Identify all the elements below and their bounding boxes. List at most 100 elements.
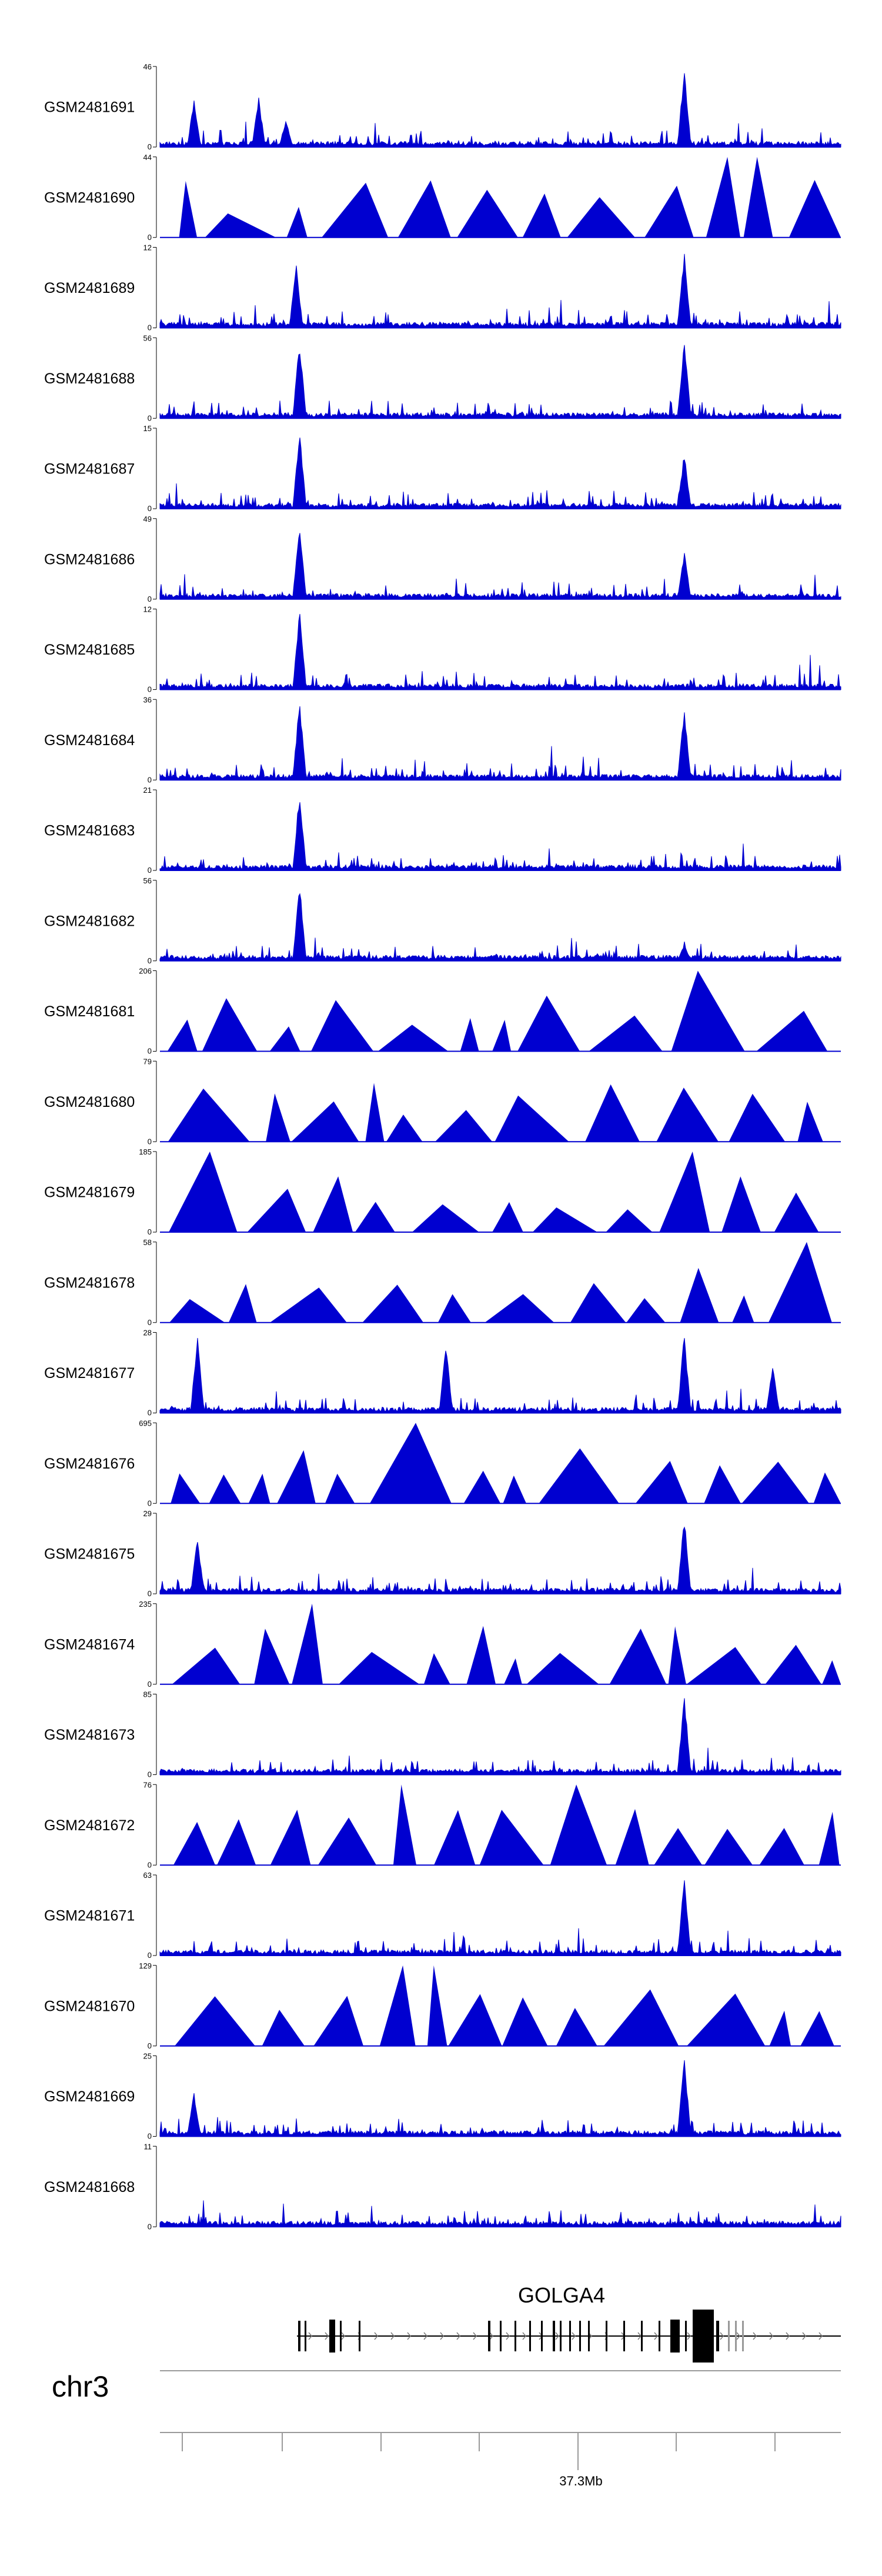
track-label: GSM2481675	[44, 1546, 135, 1563]
y-min-label: 0	[148, 1951, 152, 1960]
coverage-triangle	[205, 213, 276, 238]
gene-exon	[670, 2320, 680, 2353]
signal-area	[159, 1338, 841, 1413]
track-label: GSM2481686	[44, 551, 135, 568]
y-min-label: 0	[148, 1680, 152, 1689]
y-max-label: 85	[143, 1690, 152, 1699]
track-GSM2481669: GSM2481669 25 0	[44, 2052, 841, 2141]
gene-exon	[500, 2321, 502, 2351]
y-min-label: 0	[148, 413, 152, 422]
coverage-triangle	[437, 1294, 471, 1323]
track-GSM2481688: GSM2481688 56 0	[44, 333, 841, 422]
coverage-triangle	[457, 189, 518, 238]
track-label: GSM2481674	[44, 1636, 135, 1653]
strand-arrow	[407, 2332, 411, 2340]
coverage-triangle	[228, 1284, 257, 1323]
coverage-triangle	[671, 970, 745, 1052]
coverage-triangle	[704, 1828, 753, 1866]
signal-area	[159, 2060, 841, 2137]
coverage-triangle	[800, 2011, 834, 2046]
track-label: GSM2481672	[44, 1817, 135, 1834]
y-min-label: 0	[148, 1137, 152, 1146]
coverage-triangle	[262, 2010, 305, 2046]
signal-area	[159, 438, 841, 509]
coverage-triangle	[756, 1010, 828, 1052]
gene-exon	[606, 2321, 607, 2351]
track-label: GSM2481689	[44, 280, 135, 296]
track-label: GSM2481683	[44, 823, 135, 839]
y-min-label: 0	[148, 595, 152, 603]
y-max-label: 76	[143, 1780, 152, 1789]
coverage-triangle	[423, 1653, 450, 1684]
coverage-triangle	[609, 1629, 667, 1684]
coverage-triangle	[741, 1461, 809, 1504]
coverage-triangle	[270, 1287, 347, 1323]
strand-arrow	[769, 2332, 773, 2340]
coverage-triangle	[729, 1093, 786, 1142]
coverage-triangle	[813, 1472, 841, 1504]
coverage-triangle	[743, 156, 773, 238]
coverage-triangle	[732, 1295, 754, 1323]
coverage-triangle	[217, 1819, 256, 1866]
signal-area	[159, 706, 841, 780]
track-GSM2481676: GSM2481676 695 0	[44, 1419, 841, 1507]
coverage-triangle	[570, 1283, 626, 1323]
coverage-triangle	[313, 1996, 363, 2046]
coverage-triangle	[247, 1189, 306, 1232]
coverage-triangle	[393, 1784, 416, 1866]
coverage-triangle	[179, 181, 198, 238]
strand-arrow	[374, 2332, 378, 2340]
strand-arrow	[753, 2332, 757, 2340]
gene-exon	[514, 2321, 516, 2351]
strand-arrow	[473, 2332, 477, 2340]
track-GSM2481671: GSM2481671 63 0	[44, 1871, 841, 1960]
strand-arrow	[325, 2332, 329, 2340]
coverage-triangle	[589, 1015, 663, 1052]
y-max-label: 695	[139, 1419, 152, 1427]
coverage-triangle	[654, 1828, 703, 1866]
coverage-triangle	[386, 1115, 423, 1142]
coverage-triangle	[254, 1629, 290, 1684]
strand-arrow	[818, 2332, 823, 2340]
y-min-label: 0	[148, 866, 152, 875]
track-GSM2481679: GSM2481679 185 0	[44, 1147, 841, 1236]
coverage-triangle	[435, 1110, 493, 1142]
gene-exon	[359, 2321, 360, 2351]
coverage-triangle	[434, 1810, 476, 1866]
coverage-triangle	[365, 1083, 385, 1142]
coverage-triangle	[171, 1473, 201, 1504]
y-max-label: 58	[143, 1238, 152, 1247]
coverage-triangle	[635, 1461, 688, 1504]
signal-area	[159, 73, 841, 148]
track-label: GSM2481685	[44, 642, 135, 658]
track-label: GSM2481676	[44, 1456, 135, 1472]
coverage-triangle	[532, 1207, 597, 1232]
coverage-triangle	[526, 1653, 599, 1684]
track-label: GSM2481690	[44, 189, 135, 206]
axis-tick-label: 37.3Mb	[559, 2474, 602, 2488]
coverage-triangle	[765, 1644, 821, 1684]
coverage-triangle	[797, 1102, 823, 1142]
signal-area	[159, 1698, 841, 1775]
strand-arrow	[720, 2332, 724, 2340]
coverage-triangle	[503, 1475, 526, 1504]
coverage-triangle	[492, 1020, 512, 1052]
signal-area	[159, 802, 841, 871]
y-min-label: 0	[148, 1318, 152, 1327]
coverage-triangle	[313, 1176, 353, 1232]
y-min-label: 0	[148, 323, 152, 332]
coverage-triangle	[397, 180, 451, 238]
coverage-triangle	[169, 1152, 238, 1232]
coverage-triangle	[167, 1019, 198, 1052]
coverage-triangle	[585, 1084, 640, 1142]
y-min-label: 0	[148, 1770, 152, 1779]
gene-exon	[659, 2321, 660, 2351]
track-label: GSM2481678	[44, 1274, 135, 1291]
y-max-label: 49	[143, 515, 152, 523]
coverage-triangle	[686, 1647, 761, 1684]
gene-exon	[742, 2321, 744, 2351]
coverage-triangle	[656, 1087, 719, 1142]
coverage-triangle	[292, 1603, 323, 1684]
y-max-label: 29	[143, 1509, 152, 1518]
